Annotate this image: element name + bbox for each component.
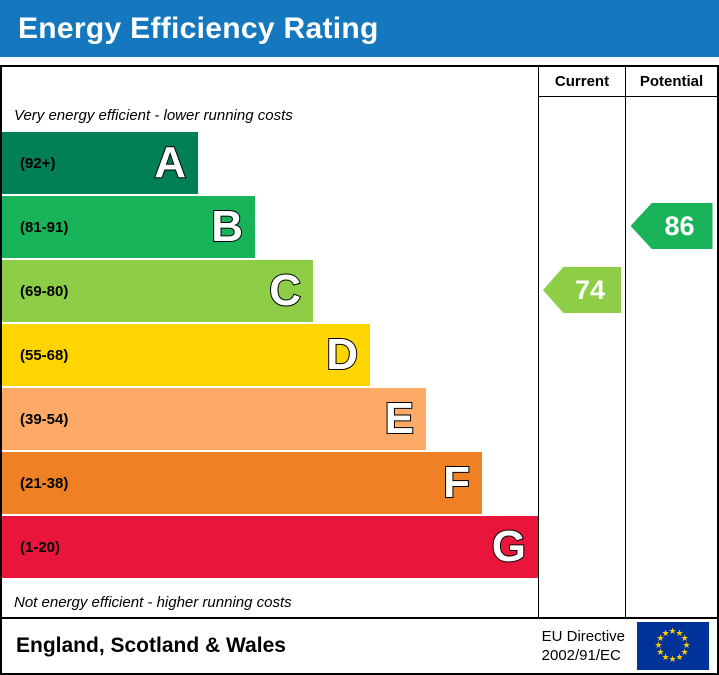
band-row-g: (1-20) G bbox=[2, 516, 538, 578]
band-bar-g: (1-20) G bbox=[2, 516, 538, 578]
potential-rating-arrow: 86 bbox=[630, 203, 713, 249]
epc-table: Very energy efficient - lower running co… bbox=[0, 65, 719, 675]
potential-rating-value: 86 bbox=[664, 210, 695, 241]
eu-flag-star: ★ bbox=[668, 654, 677, 664]
band-range-b: (81-91) bbox=[20, 218, 69, 236]
eu-directive-line1: EU Directive bbox=[541, 627, 625, 645]
eu-flag-star: ★ bbox=[661, 652, 670, 663]
band-bar-e: (39-54) E bbox=[2, 388, 426, 450]
band-letter-a: A bbox=[153, 138, 187, 187]
eu-flag-star: ★ bbox=[668, 626, 677, 636]
band-bar-c: (69-80) C bbox=[2, 260, 313, 322]
band-range-a: (92+) bbox=[20, 154, 56, 172]
current-rating-arrow: 74 bbox=[543, 267, 621, 313]
current-header: Current bbox=[539, 67, 625, 97]
eu-flag-star: ★ bbox=[680, 633, 689, 643]
eu-flag-icon: ★ ★ ★ ★ ★ ★ ★ ★ ★ ★ ★ ★ bbox=[637, 622, 709, 670]
eu-flag-star: ★ bbox=[675, 627, 684, 638]
current-arrow-area: 74 bbox=[539, 97, 625, 617]
eu-flag-star: ★ bbox=[656, 633, 665, 643]
eu-flag-star: ★ bbox=[654, 640, 663, 650]
band-range-e: (39-54) bbox=[20, 410, 69, 428]
chart-column-header bbox=[2, 67, 538, 98]
eu-flag-star: ★ bbox=[682, 640, 691, 650]
band-bar-b: (81-91) B bbox=[2, 196, 255, 258]
band-letter-b: B bbox=[210, 202, 244, 251]
current-column: Current 74 bbox=[538, 67, 625, 617]
potential-column: Potential 86 bbox=[625, 67, 717, 617]
title-bar: Energy Efficiency Rating bbox=[0, 0, 719, 57]
bottom-note: Not energy efficient - higher running co… bbox=[14, 593, 292, 611]
potential-header: Potential bbox=[626, 67, 717, 97]
footer: England, Scotland & Wales EU Directive 2… bbox=[2, 617, 717, 673]
band-row-e: (39-54) E bbox=[2, 388, 538, 450]
band-bar-f: (21-38) F bbox=[2, 452, 482, 514]
band-letter-d: D bbox=[325, 330, 359, 379]
band-letter-f: F bbox=[442, 458, 471, 507]
band-range-d: (55-68) bbox=[20, 346, 69, 364]
top-note: Very energy efficient - lower running co… bbox=[14, 106, 293, 124]
band-row-c: (69-80) C bbox=[2, 260, 538, 322]
eu-flag-star: ★ bbox=[656, 647, 665, 657]
page-title: Energy Efficiency Rating bbox=[18, 11, 379, 45]
band-row-f: (21-38) F bbox=[2, 452, 538, 514]
band-letter-e: E bbox=[384, 394, 415, 443]
epc-columns: Very energy efficient - lower running co… bbox=[2, 67, 717, 617]
eu-flag-star: ★ bbox=[675, 652, 684, 663]
band-row-d: (55-68) D bbox=[2, 324, 538, 386]
footer-region: England, Scotland & Wales bbox=[16, 634, 286, 657]
eu-flag-star: ★ bbox=[661, 627, 670, 638]
eu-directive-text: EU Directive 2002/91/EC bbox=[542, 627, 625, 666]
band-bar-a: (92+) A bbox=[2, 132, 198, 194]
potential-arrow-area: 86 bbox=[626, 97, 717, 617]
band-row-a: (92+) A bbox=[2, 132, 538, 194]
eu-directive-line2: 2002/91/EC bbox=[541, 647, 621, 664]
chart-column: Very energy efficient - lower running co… bbox=[2, 67, 538, 617]
current-rating-value: 74 bbox=[574, 274, 606, 305]
band-row-b: (81-91) B bbox=[2, 196, 538, 258]
band-range-f: (21-38) bbox=[20, 474, 69, 492]
band-letter-g: G bbox=[491, 522, 527, 571]
band-range-c: (69-80) bbox=[20, 282, 69, 300]
band-letter-c: C bbox=[268, 266, 302, 315]
eu-flag-star: ★ bbox=[680, 647, 689, 657]
band-range-g: (1-20) bbox=[20, 538, 61, 556]
band-bar-d: (55-68) D bbox=[2, 324, 370, 386]
chart-area: Very energy efficient - lower running co… bbox=[2, 98, 538, 617]
